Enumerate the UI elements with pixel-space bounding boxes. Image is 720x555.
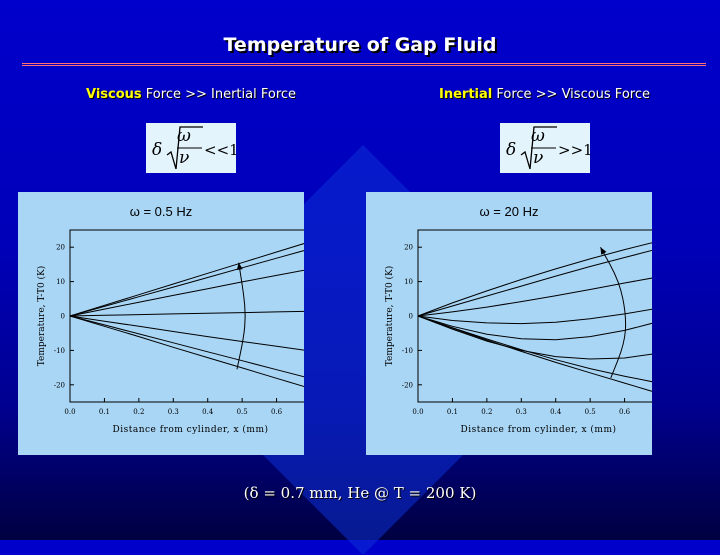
x-axis-label: Distance from cylinder, x (mm) bbox=[113, 424, 269, 435]
x-tick-label: 0.6 bbox=[619, 408, 631, 416]
footer-note: (δ = 0.7 mm, He @ T = 200 K) bbox=[243, 484, 477, 502]
series-line bbox=[69, 250, 304, 317]
y-axis-label: Temperature, T-T0 (K) bbox=[384, 266, 395, 367]
formula-delta: δ bbox=[506, 140, 517, 160]
x-tick-label: 0.5 bbox=[585, 408, 596, 416]
chart-0.5hz: ω = 0.5 Hz0.00.10.20.30.40.50.60.720100-… bbox=[36, 204, 304, 435]
series-line bbox=[69, 269, 304, 317]
series-group bbox=[417, 242, 652, 392]
formula-comparison: <<1 bbox=[204, 141, 239, 159]
series-line bbox=[69, 243, 304, 317]
y-tick-label: 10 bbox=[56, 278, 65, 286]
series-line bbox=[417, 315, 652, 392]
y-tick-label: 0 bbox=[61, 313, 65, 321]
x-tick-label: 0.2 bbox=[481, 408, 492, 416]
x-tick-label: 0.0 bbox=[64, 408, 75, 416]
series-line bbox=[69, 310, 304, 317]
series-group bbox=[69, 243, 304, 388]
x-tick-label: 0.1 bbox=[99, 408, 110, 416]
left-formula: δ ω ν <<1 bbox=[146, 123, 239, 173]
series-line bbox=[417, 308, 652, 325]
chart-panel-left: ω = 0.5 Hz0.00.10.20.30.40.50.60.720100-… bbox=[18, 192, 304, 455]
y-tick-label: -20 bbox=[402, 381, 413, 389]
series-line bbox=[69, 315, 304, 378]
left-heading: Viscous Force >> Inertial Force bbox=[86, 87, 296, 102]
x-tick-label: 0.4 bbox=[202, 408, 214, 416]
y-axis-label: Temperature, T-T0 (K) bbox=[36, 266, 47, 367]
arrow-head-icon bbox=[600, 247, 607, 255]
y-tick-label: 0 bbox=[409, 313, 413, 321]
x-tick-label: 0.2 bbox=[133, 408, 144, 416]
x-tick-label: 0.1 bbox=[447, 408, 458, 416]
y-tick-label: -10 bbox=[402, 347, 413, 355]
series-line bbox=[69, 315, 304, 351]
y-tick-label: -10 bbox=[54, 347, 65, 355]
left-heading-text: Force >> Inertial Force bbox=[141, 87, 297, 102]
formula-delta: δ bbox=[152, 140, 163, 160]
slide-title: Temperature of Gap Fluid bbox=[223, 34, 497, 56]
chart-title: ω = 20 Hz bbox=[480, 204, 539, 219]
left-heading-keyword: Viscous bbox=[86, 87, 142, 102]
right-formula: δ ω ν >>1 bbox=[500, 123, 593, 173]
formula-nu: ν bbox=[533, 148, 544, 168]
x-tick-label: 0.0 bbox=[412, 408, 423, 416]
x-tick-label: 0.4 bbox=[550, 408, 562, 416]
x-tick-label: 0.5 bbox=[237, 408, 248, 416]
series-line bbox=[69, 315, 304, 388]
y-tick-label: -20 bbox=[54, 381, 65, 389]
series-line bbox=[417, 249, 652, 317]
formula-omega: ω bbox=[177, 126, 191, 146]
series-line bbox=[417, 315, 652, 360]
x-axis-label: Distance from cylinder, x (mm) bbox=[461, 424, 617, 435]
sqrt-symbol bbox=[520, 126, 557, 170]
sqrt-symbol bbox=[166, 126, 203, 170]
annotation-arrow-shaft bbox=[600, 246, 627, 379]
chart-title: ω = 0.5 Hz bbox=[130, 204, 193, 219]
x-tick-label: 0.3 bbox=[168, 408, 179, 416]
y-tick-label: 20 bbox=[404, 244, 413, 252]
plot-frame bbox=[417, 229, 652, 403]
x-tick-label: 0.3 bbox=[516, 408, 527, 416]
right-heading: Inertial Force >> Viscous Force bbox=[439, 87, 650, 102]
y-tick-label: 20 bbox=[56, 244, 65, 252]
y-tick-label: 10 bbox=[404, 278, 413, 286]
formula-comparison: >>1 bbox=[558, 141, 593, 159]
arrow-head-icon bbox=[236, 262, 243, 271]
annotation-arrow-shaft bbox=[236, 262, 246, 370]
series-line bbox=[417, 277, 652, 317]
x-tick-label: 0.6 bbox=[271, 408, 283, 416]
series-line bbox=[417, 315, 652, 341]
title-divider bbox=[22, 63, 706, 66]
right-heading-text: Force >> Viscous Force bbox=[492, 87, 650, 102]
formula-nu: ν bbox=[179, 148, 190, 168]
chart-panel-right: ω = 20 Hz0.00.10.20.30.40.50.60.720100-1… bbox=[366, 192, 652, 455]
chart-20hz: ω = 20 Hz0.00.10.20.30.40.50.60.720100-1… bbox=[384, 204, 652, 435]
series-line bbox=[417, 242, 652, 317]
right-heading-keyword: Inertial bbox=[439, 87, 493, 102]
formula-omega: ω bbox=[531, 126, 545, 146]
